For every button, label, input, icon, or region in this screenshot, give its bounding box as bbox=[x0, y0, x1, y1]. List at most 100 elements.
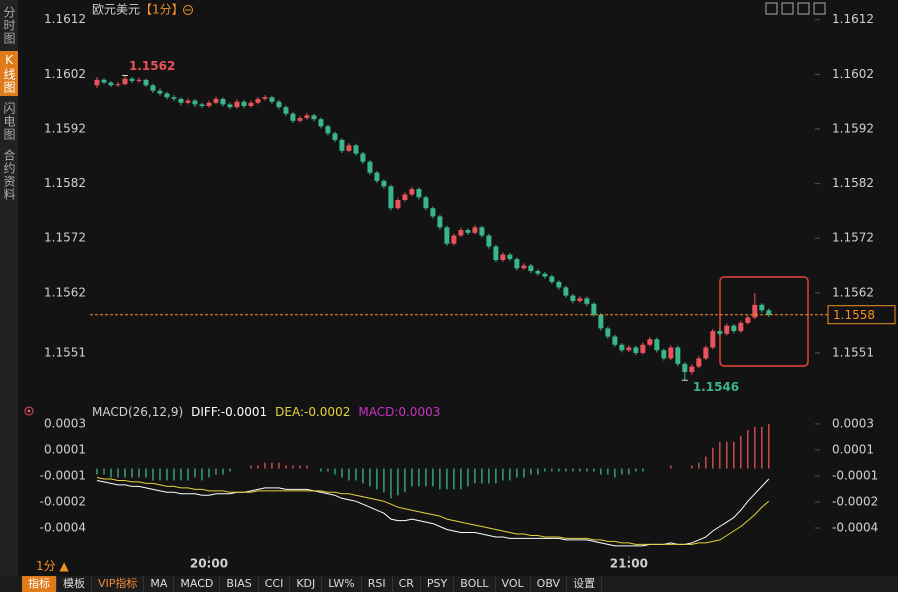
candle-body bbox=[563, 287, 569, 296]
candle-body bbox=[220, 98, 226, 105]
candle-body bbox=[598, 314, 604, 329]
period-label: 【1分】 bbox=[140, 3, 184, 17]
candle-body bbox=[654, 339, 660, 351]
toolbar-tab[interactable]: BIAS bbox=[220, 576, 259, 592]
candle-body bbox=[675, 347, 681, 364]
candle-body bbox=[290, 113, 296, 121]
candle-body bbox=[486, 235, 492, 247]
candle-body bbox=[213, 98, 219, 103]
candle-body bbox=[472, 227, 478, 233]
candle-body bbox=[339, 139, 345, 151]
candle-body bbox=[409, 189, 415, 195]
candle-body bbox=[227, 104, 233, 108]
candle-body bbox=[150, 85, 156, 91]
candle-body bbox=[444, 227, 450, 244]
sidebar-tab[interactable]: 闪电图 bbox=[2, 102, 16, 141]
candle-body bbox=[101, 79, 107, 83]
candle-body bbox=[353, 145, 359, 154]
toolbar-tab[interactable]: VIP指标 bbox=[92, 576, 145, 592]
toolbar-tab[interactable]: 设置 bbox=[567, 576, 603, 592]
candle-body bbox=[262, 97, 268, 99]
candle-body bbox=[157, 90, 163, 94]
candle-body bbox=[199, 104, 205, 107]
toolbar-tab[interactable]: KDJ bbox=[290, 576, 323, 592]
y-tick-label: 0.0003 bbox=[44, 416, 86, 430]
toolbar-tab[interactable]: BOLL bbox=[454, 576, 496, 592]
candle-body bbox=[283, 107, 289, 114]
candle-body bbox=[367, 161, 373, 173]
candle-body bbox=[535, 271, 541, 274]
min-label: 1.1546 bbox=[693, 380, 739, 394]
candle-body bbox=[724, 325, 730, 334]
toolbar-tab[interactable]: CCI bbox=[259, 576, 291, 592]
candle-body bbox=[122, 78, 128, 85]
bottom-toolbar: 指标 模板 VIP指标 MA MACD BIAS CCI KDJ LW% RSI CR PSY BOLL… bbox=[0, 576, 898, 592]
toolbar-tab[interactable]: OBV bbox=[531, 576, 568, 592]
candle-body bbox=[640, 344, 646, 353]
candle-body bbox=[192, 100, 198, 105]
y-tick-label-right: 1.1582 bbox=[832, 176, 874, 190]
toolbar-tab[interactable]: MACD bbox=[174, 576, 221, 592]
candle-body bbox=[612, 336, 618, 345]
candle-body bbox=[430, 208, 436, 217]
toolbar-tab[interactable]: LW% bbox=[322, 576, 362, 592]
toolbar-tab[interactable]: 模板 bbox=[57, 576, 92, 592]
toolbar-tab[interactable]: MA bbox=[144, 576, 175, 592]
candle-body bbox=[752, 304, 758, 318]
zoom-icon[interactable] bbox=[183, 5, 193, 15]
candle-body bbox=[234, 101, 240, 108]
candle-body bbox=[360, 153, 366, 162]
toolbar-tab[interactable]: PSY bbox=[421, 576, 455, 592]
candle-body bbox=[276, 101, 282, 108]
window-icons[interactable] bbox=[765, 2, 826, 15]
candle-body bbox=[668, 347, 674, 359]
candle-body bbox=[745, 317, 751, 323]
y-tick-label-right: 1.1602 bbox=[832, 67, 874, 81]
toolbar-tab[interactable]: 指标 bbox=[22, 576, 57, 592]
y-tick-label: 1.1592 bbox=[44, 121, 86, 135]
candle-body bbox=[171, 97, 177, 99]
candle-body bbox=[556, 281, 562, 288]
candle-body bbox=[710, 331, 716, 348]
candle-body bbox=[703, 347, 709, 359]
candle-body bbox=[458, 230, 464, 236]
candle-body bbox=[542, 273, 548, 277]
last-price-box bbox=[827, 305, 896, 325]
candle-body bbox=[479, 227, 485, 236]
candle-body bbox=[528, 265, 534, 272]
sidebar-tab[interactable]: 分时图 bbox=[2, 6, 16, 45]
y-tick-label-right: -0.0001 bbox=[832, 468, 878, 482]
candle-body bbox=[325, 126, 331, 134]
toolbar-tab[interactable]: CR bbox=[393, 576, 421, 592]
candle-body bbox=[416, 189, 422, 198]
max-label: 1.1562 bbox=[129, 59, 175, 73]
candle-body bbox=[115, 84, 121, 86]
candle-body bbox=[507, 254, 513, 259]
period-selector[interactable]: 1分 ▲ bbox=[36, 559, 69, 573]
candle-body bbox=[108, 82, 114, 86]
candle-body bbox=[689, 366, 695, 373]
toolbar-tab[interactable]: VOL bbox=[496, 576, 531, 592]
candle-body bbox=[759, 304, 765, 311]
candle-body bbox=[248, 102, 254, 107]
sidebar: 分时图 K线图闪电图合约资料 bbox=[0, 0, 18, 576]
x-tick-label: 20:00 bbox=[190, 557, 228, 571]
candle-body bbox=[346, 145, 352, 151]
candle-body bbox=[374, 172, 380, 181]
candle-body bbox=[661, 350, 667, 359]
candle-body bbox=[94, 79, 100, 86]
candle-body bbox=[521, 265, 527, 269]
candle-body bbox=[696, 358, 702, 367]
candle-body bbox=[388, 186, 394, 209]
y-tick-label-right: 1.1562 bbox=[832, 285, 874, 299]
sidebar-tab[interactable]: 合约资料 bbox=[2, 149, 16, 201]
candle-body bbox=[178, 98, 184, 103]
y-tick-label-right: 0.0003 bbox=[832, 416, 874, 430]
sidebar-tab[interactable]: K线图 bbox=[0, 51, 18, 96]
candle-body bbox=[549, 276, 555, 282]
toolbar-tab[interactable]: RSI bbox=[362, 576, 393, 592]
spacer bbox=[0, 576, 22, 592]
indicator-icon[interactable] bbox=[24, 406, 34, 416]
